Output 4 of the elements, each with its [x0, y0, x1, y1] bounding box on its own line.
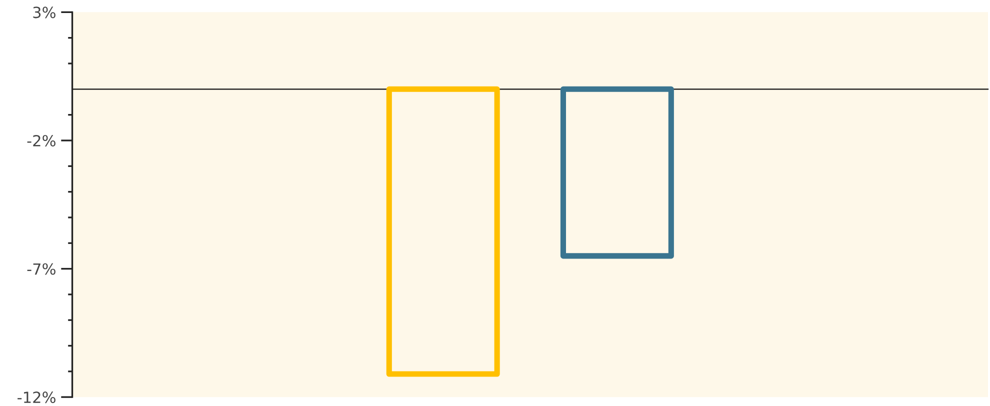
y-tick-label: -7% — [27, 263, 56, 275]
y-tick-label: -12% — [18, 392, 56, 404]
y-tick-label: 3% — [33, 6, 56, 18]
y-tick-label: -2% — [27, 134, 56, 146]
